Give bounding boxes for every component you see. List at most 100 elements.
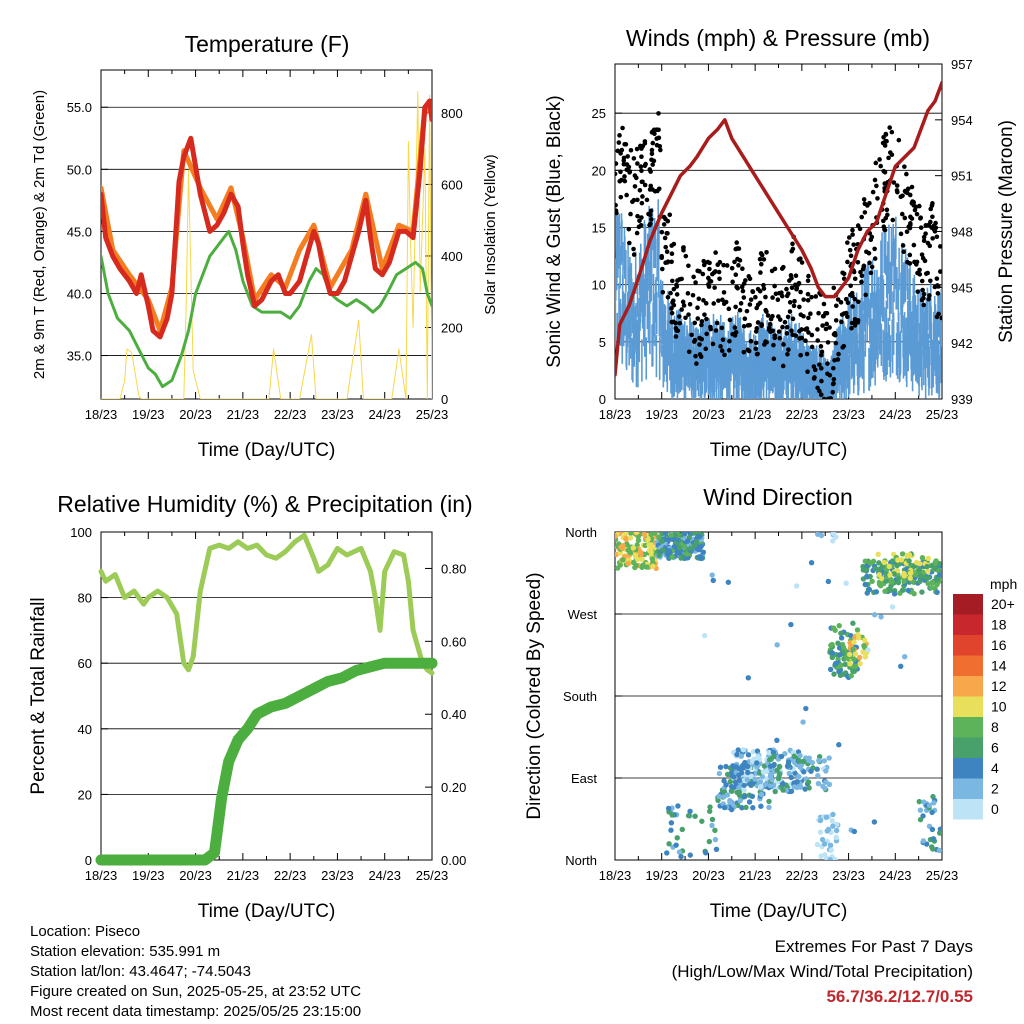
wind-direction-point [713,846,720,853]
wind-direction-point [687,808,693,814]
wind-direction-point [721,778,727,784]
wind-gust-point [673,334,679,339]
x-axis-label: Time (Day/UTC) [198,440,336,461]
wind-gust-point [618,151,623,156]
wind-direction-point [819,836,826,843]
wind-direction-point [638,551,644,558]
panel-2 [614,63,943,400]
wind-gust-point [642,182,648,188]
wind-gust-point [805,278,811,284]
wind-direction-point [724,771,731,778]
wind-direction-point [937,571,942,578]
wind-gust-point [798,289,803,295]
wind-gust-point [920,287,925,293]
wind-direction-point [754,748,761,754]
wind-gust-point [626,164,632,170]
temp-9m-line [101,104,432,334]
wind-direction-point [620,557,626,563]
wind-gust-point [638,164,644,169]
wind-direction-point [876,572,882,578]
wind-direction-point [724,792,731,798]
y2-tick-label: 0.40 [441,707,466,722]
station-elevation: Station elevation: 535.991 m [30,943,221,960]
chart-title: Wind Direction [703,484,853,510]
wind-gust-point [628,211,633,217]
x-tick-label: 24/23 [879,407,912,422]
wind-direction-point [669,554,676,560]
wind-gust-point [715,262,721,267]
wind-gust-point [780,324,785,330]
wind-direction-point [825,578,832,585]
wind-gust-point [753,346,759,352]
wind-gust-point [856,299,861,305]
wind-gust-point [677,320,683,326]
series-group [615,80,942,399]
wind-direction-point [754,760,760,766]
wind-direction-point [788,788,795,794]
wind-direction-point [678,853,684,860]
wind-direction-point [676,545,683,551]
y-tick-label: 20 [592,163,606,178]
wind-direction-point [916,567,923,573]
wind-gust-point [699,336,704,342]
x-tick-label: 20/23 [692,407,725,422]
wind-gust-point [721,290,727,295]
wind-gust-point [909,184,915,190]
wind-direction-point [721,804,728,811]
wind-direction-point [860,649,866,655]
wind-direction-point [679,826,685,833]
wind-gust-point [683,315,688,321]
wind-gust-point [771,356,777,362]
wind-direction-point [745,763,751,770]
wind-gust-point [616,140,622,145]
extremes-subheading: (High/Low/Max Wind/Total Precipitation) [671,962,973,981]
wind-direction-point [744,777,751,783]
wind-direction-point [899,587,906,593]
y2-tick-label: 0.60 [441,634,466,649]
wind-gust-point [712,285,717,290]
wind-gust-point [849,325,854,331]
legend-label: 0 [991,801,999,817]
wind-gust-point [733,304,738,310]
wind-gust-point [763,339,768,344]
wind-direction-point [632,553,639,560]
wind-direction-point [774,642,780,648]
wind-direction-point [780,787,786,793]
wind-direction-point [649,556,656,562]
wind-gust-point [696,296,702,302]
y2-tick-label: 800 [441,106,463,121]
wind-direction-point [875,551,881,558]
wind-gust-point [732,259,737,265]
wind-gust-point [789,248,795,254]
wind-gust-point [815,385,820,391]
wind-direction-point [930,846,936,852]
wind-direction-point [929,826,936,833]
wind-direction-point [872,565,879,572]
wind-gust-point [848,283,853,289]
wind-direction-point [736,765,742,772]
wind-gust-point [648,208,654,214]
wind-gust-point [647,187,653,192]
wind-gust-point [930,214,935,220]
wind-gust-point [865,203,870,208]
wind-gust-point [744,308,750,314]
wind-gust-point [640,179,645,185]
wind-gust-point [839,319,844,325]
x-tick-label: 23/23 [832,868,865,883]
wind-gust-point [737,307,743,313]
wind-direction-point [736,772,742,779]
wind-direction-point [791,784,798,790]
wind-direction-point [921,799,927,805]
wind-direction-point [925,568,931,574]
wind-gust-point [722,352,727,358]
wind-gust-point [708,326,713,332]
wind-gust-point [824,310,830,316]
wind-gust-point [620,125,625,131]
wind-direction-point [808,768,814,774]
x-tick-label: 21/23 [739,868,772,883]
wind-gust-point [882,181,888,186]
wind-gust-point [650,129,656,134]
wind-direction-point [906,558,912,564]
y2-tick-label: 951 [951,169,973,184]
wind-gust-point [773,291,779,297]
